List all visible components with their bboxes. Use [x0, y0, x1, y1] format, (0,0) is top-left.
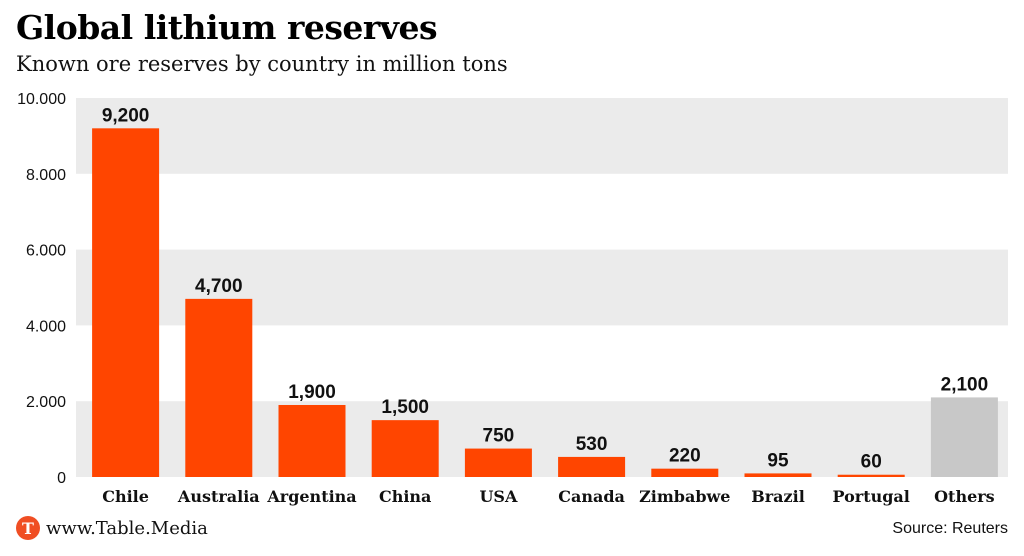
bar-china	[371, 420, 439, 477]
bar-canada	[558, 456, 626, 477]
value-label: 60	[861, 452, 882, 473]
x-tick-label: Argentina	[266, 487, 356, 506]
value-label: 220	[669, 446, 701, 467]
value-label: 95	[767, 450, 789, 471]
bar-portugal	[837, 474, 905, 477]
chart-subtitle: Known ore reserves by country in million…	[16, 52, 508, 76]
value-label: 9,200	[102, 105, 150, 126]
x-axis-labels: Chile Australia Argentina China USA Canada Zim…	[102, 487, 994, 506]
x-tick-label: Others	[934, 487, 995, 506]
bar-argentina	[278, 404, 346, 477]
chart-title: Global lithium reserves	[16, 8, 438, 47]
x-tick-label: Brazil	[751, 487, 805, 506]
bar-australia	[185, 298, 253, 477]
brand-url[interactable]: www.Table.Media	[46, 517, 208, 539]
x-tick-label: Canada	[558, 487, 625, 506]
y-tick-label: 0	[57, 470, 66, 487]
value-label: 4,700	[195, 276, 243, 297]
x-tick-label: Australia	[177, 487, 260, 506]
bar-usa	[464, 448, 532, 477]
value-label: 1,500	[381, 397, 429, 418]
x-tick-label: Portugal	[833, 487, 910, 506]
x-tick-label: Chile	[102, 487, 149, 506]
value-label: 2,100	[941, 374, 989, 395]
value-labels: 9,200 4,700 1,900 1,500 750 530 220 95 60 2,100	[102, 105, 988, 472]
y-tick-label: 4.000	[26, 318, 66, 335]
value-label: 530	[576, 434, 608, 455]
y-tick-label: 6.000	[26, 243, 66, 260]
y-axis-ticks: 0 2.000 4.000 6.000 8.000 10.000	[17, 91, 66, 487]
bar-zimbabwe	[651, 468, 719, 477]
table-media-logo-icon: T	[16, 516, 40, 540]
bar-others	[930, 397, 998, 477]
y-tick-label: 10.000	[17, 91, 66, 108]
x-tick-label: USA	[479, 487, 518, 506]
bar-chile	[92, 128, 160, 477]
bar-brazil	[744, 473, 812, 477]
x-tick-label: China	[379, 487, 431, 506]
y-tick-label: 8.000	[26, 167, 66, 184]
value-label: 1,900	[288, 382, 336, 403]
value-label: 750	[483, 426, 515, 447]
y-tick-label: 2.000	[26, 394, 66, 411]
brand-footer[interactable]: T www.Table.Media	[16, 516, 208, 540]
bars	[92, 128, 998, 477]
source-note: Source: Reuters	[892, 520, 1008, 537]
grid-band	[76, 98, 1008, 174]
x-tick-label: Zimbabwe	[639, 487, 730, 506]
